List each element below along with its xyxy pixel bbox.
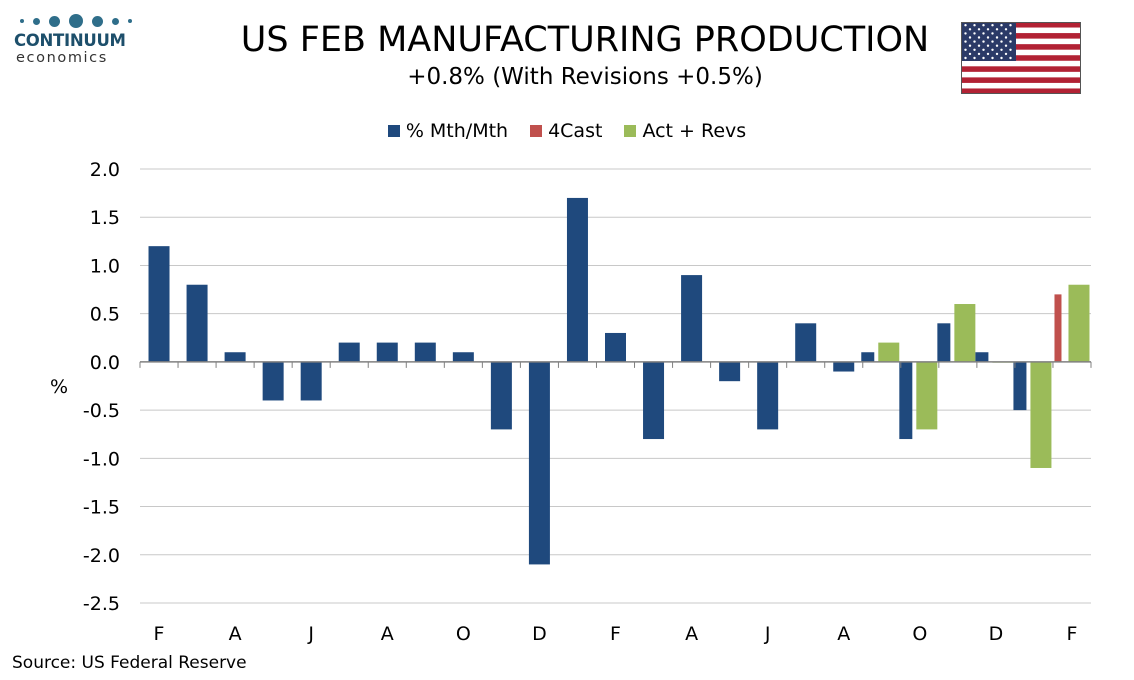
bar bbox=[916, 361, 938, 430]
bar bbox=[757, 361, 779, 430]
bar bbox=[490, 361, 512, 430]
bar bbox=[1068, 284, 1090, 362]
x-tick-label: J bbox=[307, 623, 314, 645]
x-tick-label: O bbox=[456, 623, 471, 645]
y-tick-label: -2.5 bbox=[83, 593, 120, 615]
bar bbox=[338, 342, 360, 362]
legend-swatch bbox=[530, 125, 543, 137]
x-tick-label: D bbox=[532, 623, 547, 645]
bar bbox=[643, 361, 665, 440]
bar bbox=[224, 352, 246, 362]
x-tick-label: F bbox=[610, 623, 621, 645]
x-tick-label: A bbox=[229, 623, 242, 645]
chart-legend: % Mth/Mth 4Cast Act + Revs bbox=[0, 118, 1134, 144]
y-tick-label: 1.0 bbox=[90, 255, 120, 277]
y-tick-label: -1.5 bbox=[83, 497, 120, 519]
legend-label: Act + Revs bbox=[642, 120, 747, 142]
x-tick-label: J bbox=[764, 623, 771, 645]
bar bbox=[899, 361, 913, 440]
us-flag-icon bbox=[961, 22, 1081, 94]
bar bbox=[1013, 361, 1027, 411]
legend-item: 4Cast bbox=[530, 118, 602, 144]
x-tick-label: D bbox=[989, 623, 1004, 645]
x-tick-label: A bbox=[381, 623, 394, 645]
bar bbox=[937, 323, 951, 362]
x-tick-label: O bbox=[912, 623, 927, 645]
y-tick-label: 0.0 bbox=[90, 352, 120, 374]
bar bbox=[605, 332, 626, 362]
bar bbox=[262, 361, 284, 401]
continuum-economics-logo: CONTINUUM economics bbox=[14, 14, 132, 76]
logo-tagline: economics bbox=[16, 50, 108, 66]
legend-label: % Mth/Mth bbox=[405, 120, 509, 142]
bar bbox=[719, 361, 741, 382]
legend-item: Act + Revs bbox=[624, 118, 746, 144]
logo-brand-name: CONTINUUM bbox=[14, 31, 126, 50]
bar bbox=[414, 342, 436, 362]
chart-subtitle: +0.8% (With Revisions +0.5%) bbox=[407, 64, 763, 90]
bar bbox=[452, 352, 474, 362]
y-tick-label: -2.0 bbox=[83, 545, 120, 567]
bar bbox=[795, 323, 817, 362]
y-axis-label: % bbox=[50, 376, 68, 398]
bar bbox=[954, 304, 976, 362]
bar bbox=[376, 342, 398, 362]
bar bbox=[186, 284, 208, 362]
logo-dots-icon bbox=[20, 14, 132, 28]
x-tick-label: F bbox=[1067, 623, 1078, 645]
bar bbox=[148, 246, 170, 362]
bar bbox=[1054, 294, 1062, 362]
y-tick-label: -1.0 bbox=[83, 448, 120, 470]
legend-label: 4Cast bbox=[548, 120, 603, 142]
legend-swatch bbox=[624, 125, 637, 137]
bar bbox=[861, 352, 875, 362]
legend-swatch bbox=[387, 125, 400, 137]
legend-item: % Mth/Mth bbox=[387, 118, 509, 144]
x-tick-label: F bbox=[154, 623, 165, 645]
y-tick-label: 0.5 bbox=[90, 304, 120, 326]
y-tick-label: -0.5 bbox=[83, 400, 120, 422]
y-tick-label: 2.0 bbox=[90, 159, 120, 181]
bar bbox=[975, 352, 989, 362]
bar bbox=[681, 275, 703, 362]
x-tick-label: A bbox=[837, 623, 850, 645]
source-note: Source: US Federal Reserve bbox=[12, 653, 247, 673]
bar bbox=[878, 342, 900, 362]
bar bbox=[528, 361, 550, 565]
chart-title: US FEB MANUFACTURING PRODUCTION bbox=[240, 20, 930, 60]
bar bbox=[833, 361, 855, 372]
bar bbox=[566, 197, 588, 362]
bar bbox=[1030, 361, 1052, 468]
bar bbox=[300, 361, 322, 401]
y-tick-label: 1.5 bbox=[90, 207, 120, 229]
x-tick-label: A bbox=[685, 623, 698, 645]
